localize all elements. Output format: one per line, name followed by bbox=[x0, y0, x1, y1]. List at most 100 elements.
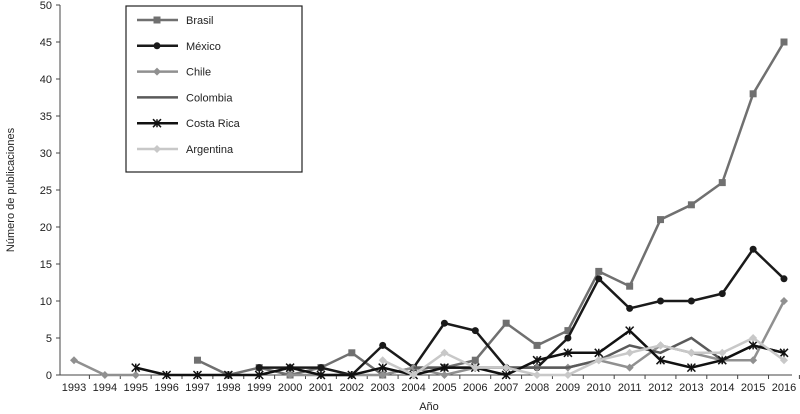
x-tick-label: 2000 bbox=[278, 382, 302, 394]
data-point bbox=[718, 290, 726, 298]
data-point bbox=[533, 371, 542, 379]
y-tick-label: 5 bbox=[46, 333, 52, 345]
y-tick-label: 0 bbox=[46, 370, 52, 382]
data-point bbox=[255, 364, 263, 372]
y-tick-label: 40 bbox=[40, 74, 52, 86]
data-point bbox=[192, 370, 203, 380]
x-tick-label: 2001 bbox=[309, 382, 333, 394]
data-point bbox=[131, 371, 140, 379]
x-tick-label: 2004 bbox=[401, 382, 425, 394]
series-line bbox=[382, 336, 785, 377]
x-tick-label: 2013 bbox=[679, 382, 703, 394]
y-tick-label: 15 bbox=[40, 259, 52, 271]
y-tick-label: 10 bbox=[40, 296, 52, 308]
x-axis-label: Año bbox=[419, 401, 439, 413]
data-point bbox=[687, 297, 695, 305]
data-point bbox=[595, 275, 603, 283]
x-tick-label: 2014 bbox=[710, 382, 734, 394]
data-point bbox=[780, 356, 788, 365]
x-tick-label: 2002 bbox=[340, 382, 364, 394]
x-tick-label: 1998 bbox=[216, 382, 240, 394]
y-tick-label: 35 bbox=[40, 111, 52, 123]
x-tick-label: 2003 bbox=[370, 382, 394, 394]
data-point bbox=[378, 371, 387, 379]
data-point bbox=[625, 363, 634, 372]
legend-marker bbox=[153, 67, 161, 76]
data-point bbox=[162, 370, 172, 380]
x-tick-label: 1994 bbox=[93, 382, 117, 394]
data-point bbox=[564, 327, 572, 335]
data-point bbox=[625, 348, 634, 357]
legend-item: Brasil bbox=[137, 15, 214, 27]
x-tick-label: 2015 bbox=[741, 382, 765, 394]
x-tick-label: 2005 bbox=[432, 382, 456, 394]
data-point bbox=[502, 363, 511, 372]
data-point bbox=[594, 348, 604, 358]
data-point bbox=[595, 267, 603, 275]
data-point bbox=[687, 348, 696, 357]
x-tick-label: 1995 bbox=[123, 382, 147, 394]
data-point bbox=[749, 334, 758, 342]
legend-item: Argentina bbox=[137, 144, 234, 156]
data-point bbox=[440, 319, 448, 327]
data-point bbox=[223, 370, 233, 380]
series-line bbox=[135, 328, 785, 377]
x-tick-label: 2009 bbox=[556, 382, 580, 394]
data-point bbox=[657, 216, 665, 224]
data-point bbox=[285, 363, 295, 373]
data-point bbox=[70, 356, 78, 365]
data-point bbox=[687, 201, 695, 209]
x-tick-label: 1993 bbox=[62, 382, 86, 394]
data-point bbox=[780, 297, 788, 305]
data-point bbox=[347, 370, 357, 380]
data-point bbox=[749, 356, 758, 365]
legend-label: Chile bbox=[186, 67, 211, 79]
y-tick-label: 45 bbox=[40, 37, 52, 49]
legend-item: México bbox=[137, 41, 221, 53]
x-tick-label: 2011 bbox=[618, 382, 642, 394]
data-point bbox=[779, 348, 789, 358]
data-point bbox=[749, 90, 757, 98]
data-point bbox=[749, 245, 757, 253]
data-point bbox=[533, 341, 541, 349]
legend-marker bbox=[153, 145, 161, 153]
data-point bbox=[656, 341, 665, 350]
data-point bbox=[625, 326, 635, 336]
data-point bbox=[317, 364, 325, 372]
data-point bbox=[718, 348, 727, 357]
legend-item: Costa Rica bbox=[137, 118, 241, 130]
legend-label: Argentina bbox=[186, 144, 234, 156]
data-point bbox=[379, 341, 387, 349]
data-point bbox=[780, 38, 788, 46]
data-point bbox=[657, 297, 665, 305]
data-point bbox=[563, 348, 573, 358]
data-point bbox=[532, 355, 542, 365]
legend-label: México bbox=[186, 41, 221, 53]
x-tick-label: 2006 bbox=[463, 382, 487, 394]
data-point bbox=[100, 371, 109, 379]
data-point bbox=[626, 282, 634, 290]
y-tick-label: 25 bbox=[40, 185, 52, 197]
y-tick-label: 50 bbox=[40, 0, 52, 12]
data-point bbox=[717, 355, 727, 365]
legend-label: Brasil bbox=[186, 15, 214, 27]
data-point bbox=[378, 363, 388, 373]
data-point bbox=[316, 370, 326, 380]
data-point bbox=[378, 356, 387, 365]
data-point bbox=[626, 304, 634, 312]
x-tick-label: 2016 bbox=[772, 382, 796, 394]
x-tick-label: 2010 bbox=[587, 382, 611, 394]
data-point bbox=[440, 371, 449, 379]
data-point bbox=[718, 179, 726, 187]
legend-box bbox=[125, 5, 303, 173]
data-point bbox=[348, 349, 356, 357]
x-tick-label: 2008 bbox=[525, 382, 549, 394]
data-point bbox=[594, 356, 603, 365]
data-point bbox=[501, 370, 511, 380]
legend-item: Chile bbox=[137, 67, 211, 79]
x-tick-label: 1997 bbox=[185, 382, 209, 394]
data-point bbox=[564, 334, 572, 342]
x-tick-label: 2012 bbox=[648, 382, 672, 394]
legend-label: Colombia bbox=[186, 92, 233, 104]
